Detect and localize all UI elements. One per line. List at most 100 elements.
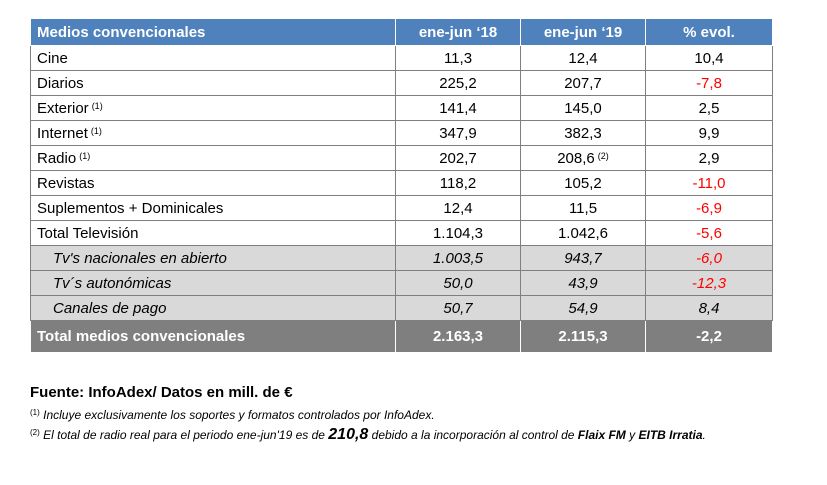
row-label-text: Cine — [37, 49, 68, 67]
footnote-2-text-a: El total de radio real para el periodo e… — [43, 428, 329, 442]
total-v18: 2.163,3 — [395, 320, 521, 353]
row-label: Internet (1) — [30, 120, 396, 146]
footnote-2-value: 210,8 — [328, 426, 369, 443]
row-evol: -7,8 — [645, 70, 773, 96]
footnote-2-brand1: Flaix FM — [577, 428, 626, 442]
row-v19-text: 145,0 — [564, 99, 602, 117]
table-body: Cine 11,3 12,4 10,4 Diarios 225,2 207,7 -7,8 Ext… — [30, 45, 773, 321]
row-v19-text: 43,9 — [568, 274, 598, 292]
row-evol: 9,9 — [645, 120, 773, 146]
row-v19: 208,6 (2) — [520, 145, 646, 171]
row-v18: 12,4 — [395, 195, 521, 221]
media-table: Medios convencionales ene-jun ‘18 ene-ju… — [30, 18, 773, 353]
row-label-text: Tv´s autonómicas — [53, 274, 172, 292]
footnote-1: (1) Incluye exclusivamente los soportes … — [30, 404, 810, 424]
row-v19-text: 943,7 — [564, 249, 602, 267]
row-label: Tv´s autonómicas — [30, 270, 396, 296]
row-label: Tv's nacionales en abierto — [30, 245, 396, 271]
table-row: Internet (1) 347,9 382,3 9,9 — [30, 120, 773, 146]
row-evol: -6,9 — [645, 195, 773, 221]
header-row: Medios convencionales ene-jun ‘18 ene-ju… — [30, 18, 773, 46]
header-period-18: ene-jun ‘18 — [395, 18, 521, 46]
total-row: Total medios convencionales 2.163,3 2.11… — [30, 320, 773, 353]
table-row: Radio (1) 202,7 208,6 (2) 2,9 — [30, 145, 773, 171]
row-label-text: Diarios — [37, 74, 84, 92]
table-row: Canales de pago 50,7 54,9 8,4 — [30, 295, 773, 321]
table-row: Diarios 225,2 207,7 -7,8 — [30, 70, 773, 96]
row-v18: 202,7 — [395, 145, 521, 171]
row-evol: -5,6 — [645, 220, 773, 246]
row-label-text: Radio — [37, 149, 77, 167]
row-v19: 11,5 — [520, 195, 646, 221]
row-v18: 118,2 — [395, 170, 521, 196]
table-row: Tv's nacionales en abierto 1.003,5 943,7 -6… — [30, 245, 773, 271]
header-period-19: ene-jun ‘19 — [520, 18, 646, 46]
row-label-text: Internet — [37, 124, 88, 142]
row-v19-text: 105,2 — [564, 174, 602, 192]
row-label: Total Televisión — [30, 220, 396, 246]
row-evol: -12,3 — [645, 270, 773, 296]
row-label-footnote: (1) — [91, 100, 103, 111]
total-v19: 2.115,3 — [520, 320, 646, 353]
row-label-text: Suplementos + Dominicales — [37, 199, 224, 217]
row-evol: 2,5 — [645, 95, 773, 121]
row-v19-footnote: (2) — [597, 150, 609, 161]
table-row: Suplementos + Dominicales 12,4 11,5 -6,9 — [30, 195, 773, 221]
row-v19-text: 11,5 — [568, 199, 598, 217]
row-evol: 2,9 — [645, 145, 773, 171]
row-label: Canales de pago — [30, 295, 396, 321]
row-v19-text: 12,4 — [568, 49, 598, 67]
table-row: Exterior (1) 141,4 145,0 2,5 — [30, 95, 773, 121]
row-label-text: Revistas — [37, 174, 95, 192]
row-label: Suplementos + Dominicales — [30, 195, 396, 221]
total-evol: -2,2 — [645, 320, 773, 353]
row-v18: 347,9 — [395, 120, 521, 146]
row-v19: 207,7 — [520, 70, 646, 96]
row-label: Exterior (1) — [30, 95, 396, 121]
row-label-footnote: (1) — [90, 125, 102, 136]
table-row: Cine 11,3 12,4 10,4 — [30, 45, 773, 71]
footnote-2-text-b: debido a la incorporación al control de — [368, 428, 578, 442]
footer: Fuente: InfoAdex/ Datos en mill. de € (1… — [30, 384, 810, 444]
row-label: Cine — [30, 45, 396, 71]
source-line: Fuente: InfoAdex/ Datos en mill. de € — [30, 384, 293, 401]
row-v19: 54,9 — [520, 295, 646, 321]
row-v19-text: 382,3 — [564, 124, 602, 142]
row-v18: 50,7 — [395, 295, 521, 321]
row-v19: 12,4 — [520, 45, 646, 71]
footnote-2-brand2: EITB Irratia — [638, 428, 703, 442]
row-v19-text: 208,6 — [557, 149, 595, 167]
footnote-1-text: Incluye exclusivamente los soportes y fo… — [43, 408, 435, 422]
row-v18: 50,0 — [395, 270, 521, 296]
row-label-text: Total Televisión — [37, 224, 139, 242]
table-row: Total Televisión 1.104,3 1.042,6 -5,6 — [30, 220, 773, 246]
row-label: Radio (1) — [30, 145, 396, 171]
footnote-2-text-c: y — [625, 428, 639, 442]
row-v18: 141,4 — [395, 95, 521, 121]
row-label: Diarios — [30, 70, 396, 96]
row-v19-text: 1.042,6 — [557, 224, 609, 242]
header-media: Medios convencionales — [30, 18, 396, 46]
footnote-2-text-d: . — [702, 428, 706, 442]
row-evol: -6,0 — [645, 245, 773, 271]
row-v19: 43,9 — [520, 270, 646, 296]
row-v19: 105,2 — [520, 170, 646, 196]
row-v18: 1.104,3 — [395, 220, 521, 246]
row-v19: 145,0 — [520, 95, 646, 121]
header-evol: % evol. — [645, 18, 773, 46]
row-v18: 225,2 — [395, 70, 521, 96]
row-evol: 8,4 — [645, 295, 773, 321]
table-row: Tv´s autonómicas 50,0 43,9 -12,3 — [30, 270, 773, 296]
row-v19-text: 54,9 — [568, 299, 598, 317]
total-label: Total medios convencionales — [30, 320, 396, 353]
row-v18: 11,3 — [395, 45, 521, 71]
row-label-footnote: (1) — [79, 150, 91, 161]
footnote-1-mark: (1) — [30, 408, 40, 417]
footnote-2-mark: (2) — [30, 428, 40, 437]
row-v19-text: 207,7 — [564, 74, 602, 92]
row-v19: 943,7 — [520, 245, 646, 271]
table-row: Revistas 118,2 105,2 -11,0 — [30, 170, 773, 196]
row-evol: -11,0 — [645, 170, 773, 196]
row-label-text: Tv's nacionales en abierto — [53, 249, 227, 267]
row-v19: 382,3 — [520, 120, 646, 146]
